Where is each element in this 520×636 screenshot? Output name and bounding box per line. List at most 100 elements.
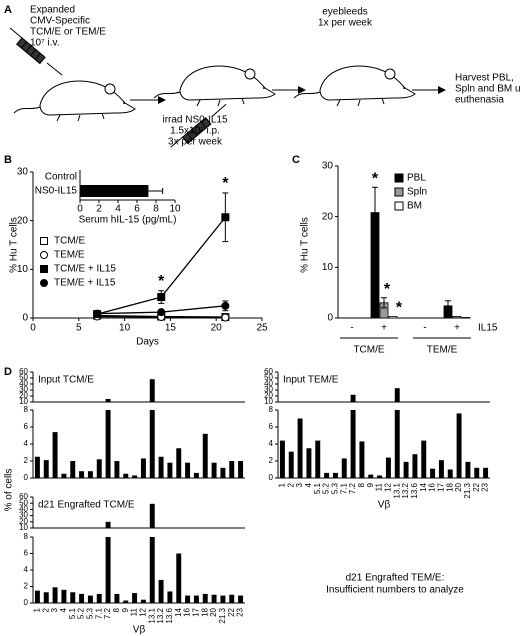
bar xyxy=(185,462,191,478)
x-axis-label: Vβ xyxy=(133,625,146,636)
y-tick-label: 40 xyxy=(264,379,273,388)
group-label: TCM/E xyxy=(353,345,384,356)
x-tick-label: 20 xyxy=(209,607,218,616)
x-tick-label: 4 xyxy=(115,204,121,215)
x-tick-label: 22 xyxy=(472,482,481,491)
x-tick-label: 3 xyxy=(50,607,59,612)
bar-lower xyxy=(350,410,356,478)
y-tick-label: 30 xyxy=(264,385,273,394)
bar xyxy=(61,589,67,603)
x-tick-label: 11 xyxy=(130,607,139,616)
bar xyxy=(211,462,217,478)
panel-letter: A xyxy=(4,4,12,16)
y-tick-label: 20 xyxy=(264,391,273,400)
bar-upper xyxy=(394,388,400,402)
bar xyxy=(43,460,49,478)
bar xyxy=(176,448,182,478)
x-axis-label: Days xyxy=(136,337,159,348)
y-tick-label: 60 xyxy=(264,367,273,376)
bar xyxy=(368,474,374,478)
bar xyxy=(452,316,462,319)
legend-swatch xyxy=(394,173,404,183)
x-tick-label: 22 xyxy=(227,607,236,616)
bar xyxy=(297,418,303,478)
y-tick-label: 30 xyxy=(19,385,28,394)
y-tick-label: 2 xyxy=(24,456,29,465)
panel-letter: D xyxy=(4,366,12,378)
step-text: Spln and BM upon xyxy=(455,84,520,95)
bar xyxy=(52,432,58,478)
marker xyxy=(221,301,230,310)
x-tick-label: 13.6 xyxy=(165,607,174,623)
y-tick-label: 4 xyxy=(24,439,29,448)
x-tick-label: 23 xyxy=(236,607,245,616)
bar-upper xyxy=(149,503,155,528)
bar xyxy=(43,592,49,603)
legend-marker xyxy=(40,279,48,287)
x-tick-label: 23 xyxy=(481,482,490,491)
x-tick-label: 9 xyxy=(366,482,375,487)
bar xyxy=(167,462,173,478)
bar xyxy=(438,460,444,478)
x-tick-label: 2 xyxy=(41,607,50,612)
x-tick-label: 9 xyxy=(121,607,130,612)
bar xyxy=(465,461,471,478)
bar xyxy=(158,579,164,603)
step-text: 1.5x10⁷ i.p. xyxy=(170,126,220,137)
x-tick-label: 25 xyxy=(256,323,268,334)
note-text: d21 Engrafted TEM/E: xyxy=(346,573,445,584)
y-tick-label: 8 xyxy=(24,532,29,541)
legend-label: PBL xyxy=(407,173,426,184)
y-tick-label: 0 xyxy=(327,313,333,324)
x-tick-label: 6 xyxy=(134,204,140,215)
x-tick-label: 2 xyxy=(286,482,295,487)
category-label: + xyxy=(454,323,460,334)
panel-letter: B xyxy=(4,154,12,166)
step-text: 1x per week xyxy=(318,18,373,29)
x-tick-label: 18 xyxy=(445,482,454,491)
x-tick-label: 7.2 xyxy=(348,482,357,494)
chart-title: Input TCM/E xyxy=(38,375,94,386)
y-tick-label: 0 xyxy=(269,473,274,482)
legend-swatch xyxy=(394,201,404,211)
x-tick-label: 8 xyxy=(153,204,159,215)
bar xyxy=(79,593,85,603)
category-label: NS0-IL15 xyxy=(35,186,78,197)
annotation: * xyxy=(222,175,229,192)
bar xyxy=(140,599,146,603)
bar xyxy=(34,456,40,478)
x-tick-label: 5.3 xyxy=(331,482,340,494)
y-tick-label: 8 xyxy=(24,405,29,414)
step-text: Expanded xyxy=(30,5,75,16)
bar xyxy=(61,473,67,478)
annotation: * xyxy=(158,273,165,290)
bar xyxy=(193,595,199,603)
category-label: - xyxy=(350,323,353,334)
bar xyxy=(80,185,149,197)
x-tick-label: 17 xyxy=(192,607,201,616)
x-tick-label: 13.2 xyxy=(156,607,165,623)
legend-label: BM xyxy=(407,201,422,212)
x-axis-label: Vβ xyxy=(378,500,391,511)
y-tick-label: 4 xyxy=(24,565,29,574)
bar xyxy=(220,595,226,603)
step-text: eyebleeds xyxy=(322,7,368,18)
factor-label: IL15 xyxy=(478,323,498,334)
y-axis-label: % Hu T cells xyxy=(9,217,20,273)
x-tick-label: 16 xyxy=(183,607,192,616)
step-text: Harvest PBL, xyxy=(455,73,514,84)
marker xyxy=(221,213,230,222)
x-axis-label: Serum hIL-15 (pg/mL) xyxy=(79,215,177,226)
x-tick-label: 16 xyxy=(428,482,437,491)
x-tick-label: 21.3 xyxy=(218,607,227,623)
x-tick-label: 17 xyxy=(437,482,446,491)
y-tick-label: 10 xyxy=(264,397,273,406)
x-tick-label: 5.1 xyxy=(68,607,77,619)
legend-label: TCM/E xyxy=(54,236,85,247)
x-tick-label: 0 xyxy=(77,204,83,215)
bar xyxy=(70,592,76,603)
x-tick-label: 8 xyxy=(357,482,366,487)
y-tick-label: 30 xyxy=(17,167,29,178)
y-tick-label: 40 xyxy=(19,379,28,388)
legend-label: TCM/E + IL15 xyxy=(54,264,116,275)
